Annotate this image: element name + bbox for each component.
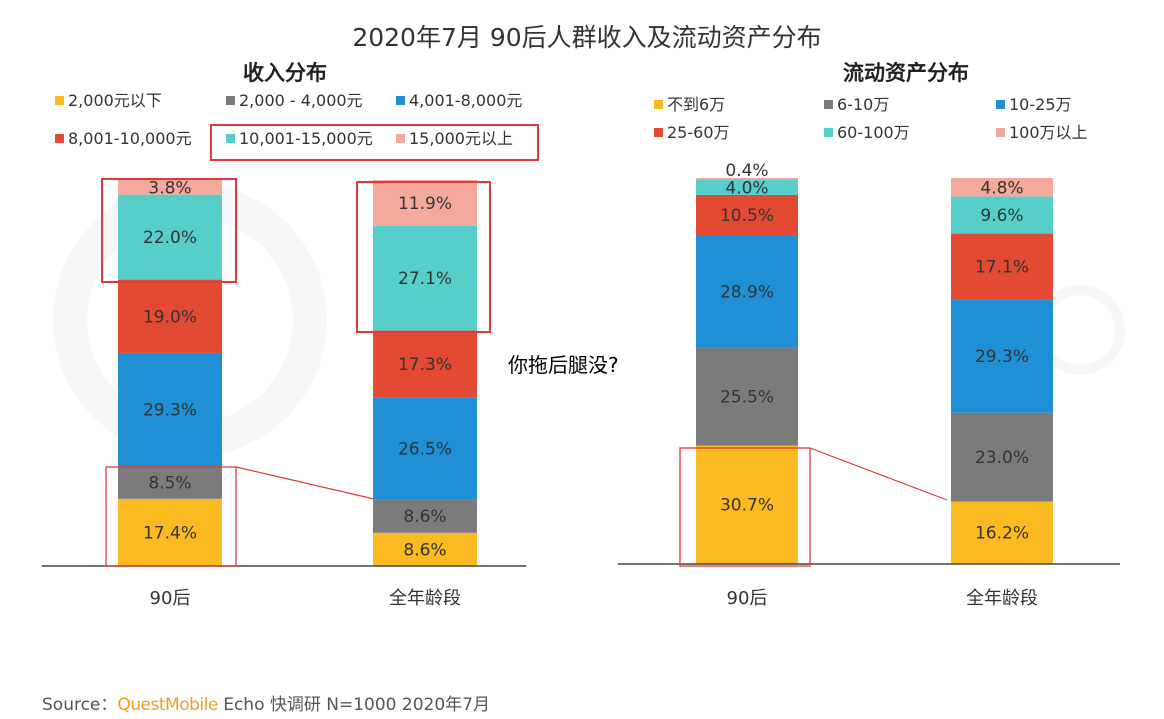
source-note: Source：QuestMobile Echo 快调研 N=1000 2020年… xyxy=(42,690,490,715)
highlight-annotations xyxy=(101,124,948,567)
income-legend-label: 4,001-8,000元 xyxy=(409,91,522,110)
income-data-label: 29.3% xyxy=(143,400,197,420)
main-title: 2020年7月 90后人群收入及流动资产分布 xyxy=(352,23,821,52)
asset-90s-bottom-highlight xyxy=(679,447,811,567)
asset-bar-segment xyxy=(696,445,798,564)
asset-bar-segment xyxy=(696,194,798,236)
income-legend-swatch xyxy=(226,134,235,143)
income-data-label: 17.4% xyxy=(143,523,197,543)
income-bar-segment xyxy=(118,194,222,280)
income-data-label: 3.8% xyxy=(148,178,191,198)
asset-data-label: 4.0% xyxy=(725,178,768,198)
asset-legend-label: 不到6万 xyxy=(667,95,725,114)
income-90s-bottom-highlight xyxy=(105,466,237,567)
asset-legend-swatch xyxy=(824,128,833,137)
source-brand: QuestMobile xyxy=(117,695,218,715)
income-legend-swatch xyxy=(55,96,64,105)
asset-connector-line xyxy=(809,447,948,501)
asset-legend-label: 6-10万 xyxy=(837,95,889,114)
income-bar-segment xyxy=(373,397,477,500)
asset-legend-label: 100万以上 xyxy=(1009,123,1088,142)
income-data-label: 22.0% xyxy=(143,228,197,248)
income-legend-swatch xyxy=(396,134,405,143)
asset-data-label: 25.5% xyxy=(720,387,774,407)
income-bar-segment xyxy=(118,180,222,195)
asset-legend-label: 25-60万 xyxy=(667,123,730,142)
income-all-top-highlight xyxy=(356,181,491,333)
income-legend-label: 10,001-15,000元 xyxy=(239,129,373,148)
asset-legend-swatch xyxy=(654,100,663,109)
income-data-label: 17.3% xyxy=(398,355,452,375)
income-connector-line xyxy=(235,466,375,500)
asset-bar-segment xyxy=(696,179,798,195)
asset-data-label: 28.9% xyxy=(720,282,774,302)
income-legend: 2,000元以下 2,000 - 4,000元 4,001-8,000元 8,001-… xyxy=(55,91,522,148)
income-90s-top-highlight xyxy=(101,178,237,283)
asset-data-label: 16.2% xyxy=(975,524,1029,544)
asset-bar-segment xyxy=(951,178,1053,197)
income-bar-segment xyxy=(118,466,222,499)
asset-bar-segment xyxy=(951,299,1053,413)
asset-legend-swatch xyxy=(996,128,1005,137)
asset-data-label: 17.1% xyxy=(975,258,1029,278)
asset-bar-segment xyxy=(696,178,798,180)
income-bar-segment xyxy=(373,225,477,331)
asset-bar-segment xyxy=(696,347,798,446)
annotation-text: 你拖后腿没? xyxy=(508,353,619,377)
income-bar-segment xyxy=(118,279,222,353)
income-bar-segment xyxy=(373,330,477,398)
asset-data-label: 9.6% xyxy=(980,206,1023,226)
asset-data-label: 30.7% xyxy=(720,496,774,516)
source-rest: Echo 快调研 N=1000 2020年7月 xyxy=(217,695,490,715)
income-legend-swatch xyxy=(226,96,235,105)
asset-bar-segment xyxy=(951,412,1053,502)
asset-bar-segment xyxy=(951,233,1053,300)
income-bar-segment xyxy=(373,499,477,533)
asset-data-label: 10.5% xyxy=(720,206,774,226)
income-data-label: 8.6% xyxy=(403,507,446,527)
asset-bar-segment xyxy=(951,196,1053,234)
income-bar-segment xyxy=(118,352,222,467)
asset-data-label: 23.0% xyxy=(975,448,1029,468)
asset-legend-swatch xyxy=(654,128,663,137)
income-legend-swatch xyxy=(396,96,405,105)
income-legend-label: 2,000元以下 xyxy=(68,91,162,110)
income-x-tick-label: 90后 xyxy=(150,588,191,609)
source-prefix: Source： xyxy=(42,695,118,715)
asset-data-label: 4.8% xyxy=(980,178,1023,198)
asset-x-tick-label: 全年龄段 xyxy=(966,588,1038,609)
income-data-label: 11.9% xyxy=(398,194,452,214)
income-x-tick-label: 全年龄段 xyxy=(389,588,461,609)
asset-legend-label: 60-100万 xyxy=(837,123,910,142)
income-legend-label: 8,001-10,000元 xyxy=(68,129,192,148)
income-data-label: 8.6% xyxy=(403,540,446,560)
legend-highlight-box xyxy=(210,124,539,161)
income-bar-segment xyxy=(118,498,222,566)
income-legend-label: 2,000 - 4,000元 xyxy=(239,91,363,110)
asset-bar-segment xyxy=(696,235,798,348)
income-bar-segment xyxy=(373,532,477,566)
income-chart-title: 收入分布 xyxy=(243,61,327,85)
asset-stacked-bars: 30.7% 25.5% 28.9% 10.5% 4.0%0.4% 16.2% 23.0% 29… xyxy=(696,161,1053,564)
asset-legend: 不到6万 6-10万 10-25万 25-60万 60-100万 100万以上 xyxy=(654,95,1088,142)
asset-data-label: 0.4% xyxy=(725,161,768,181)
asset-chart-title: 流动资产分布 xyxy=(843,61,969,85)
income-data-label: 27.1% xyxy=(398,269,452,289)
asset-legend-swatch xyxy=(996,100,1005,109)
income-data-label: 19.0% xyxy=(143,307,197,327)
income-legend-swatch xyxy=(55,134,64,143)
income-legend-label: 15,000元以上 xyxy=(409,129,513,148)
income-stacked-bars: 17.4% 8.5% 29.3% 19.0% 22.0% 3.8% 8.6% 8.6% 26.5… xyxy=(118,178,477,566)
asset-x-tick-label: 90后 xyxy=(727,588,768,609)
asset-legend-swatch xyxy=(824,100,833,109)
asset-bar-segment xyxy=(951,501,1053,564)
asset-legend-label: 10-25万 xyxy=(1009,95,1072,114)
income-data-label: 26.5% xyxy=(398,439,452,459)
asset-data-label: 29.3% xyxy=(975,347,1029,367)
income-bar-segment xyxy=(373,180,477,226)
income-data-label: 8.5% xyxy=(148,473,191,493)
